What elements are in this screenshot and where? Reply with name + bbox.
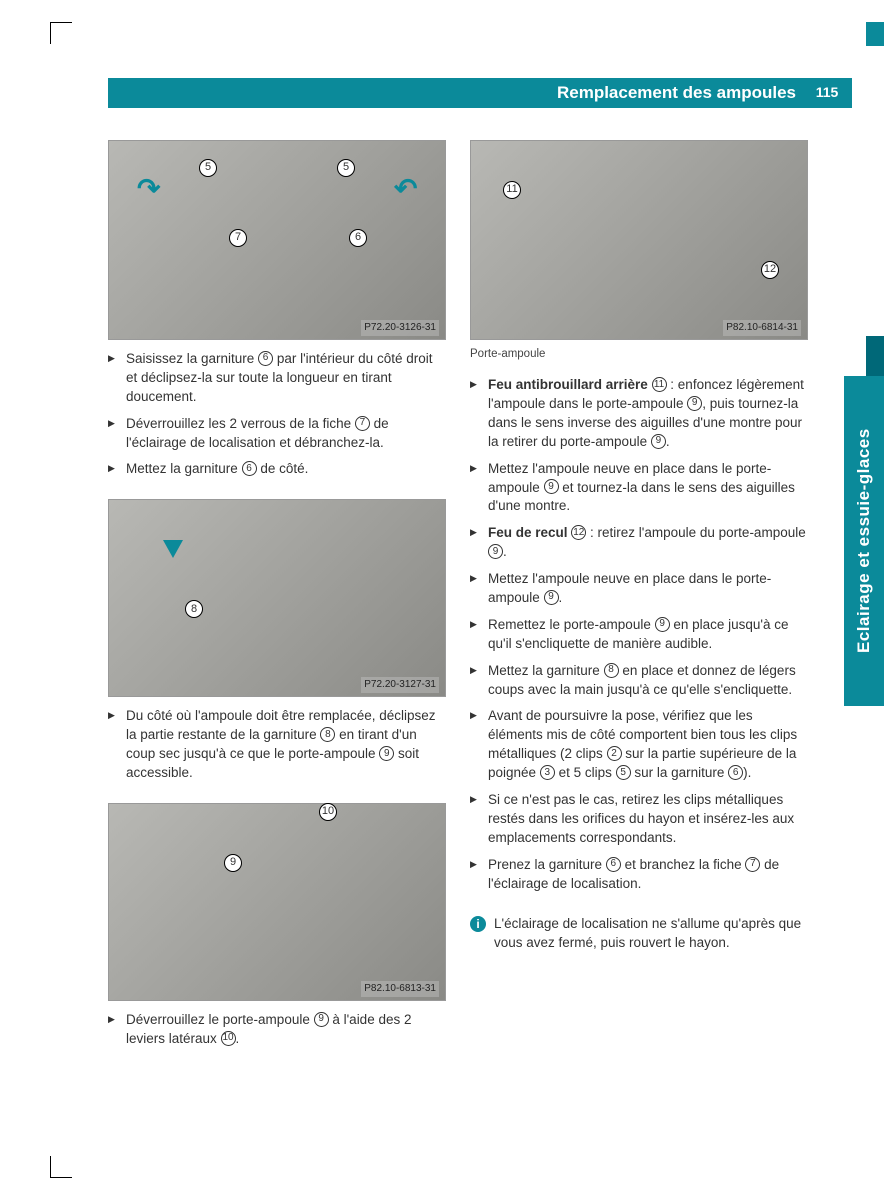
figure-2: 8 P72.20-3127-31	[108, 499, 446, 697]
step-item: Si ce n'est pas le cas, retirez les clip…	[470, 791, 808, 848]
step-item: Saisissez la garniture 6 par l'intérieur…	[108, 350, 446, 407]
figure-caption: Porte-ampoule	[470, 346, 808, 362]
figure-3: 9 10 P82.10-6813-31	[108, 803, 446, 1001]
callout-11: 11	[503, 181, 521, 199]
step-item: Déverrouillez les 2 verrous de la fiche …	[108, 415, 446, 453]
content-columns: ↷ ↷ 5 5 7 6 P72.20-3126-31 Saisissez la …	[108, 140, 808, 1063]
ref-10: 10	[221, 1031, 236, 1046]
callout-5: 5	[199, 159, 217, 177]
edge-tab-top	[866, 22, 884, 46]
callout-8: 8	[185, 600, 203, 618]
ref-7: 7	[745, 857, 760, 872]
ref-9: 9	[314, 1012, 329, 1027]
figure-4: 11 12 P82.10-6814-31	[470, 140, 808, 340]
info-note: i L'éclairage de localisation ne s'allum…	[470, 915, 808, 953]
arrow-icon: ↷	[394, 169, 417, 208]
ref-2: 2	[607, 746, 622, 761]
step-item: Mettez la garniture 6 de côté.	[108, 460, 446, 479]
figure-id: P72.20-3127-31	[361, 677, 439, 693]
ref-11: 11	[652, 377, 667, 392]
figure-id: P82.10-6813-31	[361, 981, 439, 997]
info-icon: i	[470, 916, 486, 932]
callout-5: 5	[337, 159, 355, 177]
ref-12: 12	[571, 525, 586, 540]
ref-8: 8	[604, 663, 619, 678]
header-bar: Remplacement des ampoules	[108, 78, 808, 108]
figure-1: ↷ ↷ 5 5 7 6 P72.20-3126-31	[108, 140, 446, 340]
side-tab: Eclairage et essuie-glaces	[844, 376, 884, 706]
step-list: Du côté où l'ampoule doit être remplacée…	[108, 707, 446, 791]
figure-id: P72.20-3126-31	[361, 320, 439, 336]
ref-6: 6	[258, 351, 273, 366]
ref-9: 9	[544, 590, 559, 605]
info-text: L'éclairage de localisation ne s'allume …	[494, 916, 801, 950]
right-column: 11 12 P82.10-6814-31 Porte-ampoule Feu a…	[470, 140, 808, 1063]
ref-9: 9	[379, 746, 394, 761]
step-item: Mettez la garniture 8 en place et donnez…	[470, 662, 808, 700]
step-item: Feu antibrouillard arrière 11 : enfoncez…	[470, 376, 808, 452]
ref-9: 9	[488, 544, 503, 559]
ref-9: 9	[687, 396, 702, 411]
step-list: Feu antibrouillard arrière 11 : enfoncez…	[470, 376, 808, 901]
ref-9: 9	[655, 617, 670, 632]
side-tab-accent	[866, 336, 884, 376]
page: Remplacement des ampoules 115 Eclairage …	[0, 0, 884, 1200]
step-list: Déverrouillez le porte-ampoule 9 à l'aid…	[108, 1011, 446, 1057]
step-item: Avant de poursuivre la pose, vérifiez qu…	[470, 707, 808, 783]
step-item: Prenez la garniture 6 et branchez la fic…	[470, 856, 808, 894]
ref-6: 6	[242, 461, 257, 476]
ref-6: 6	[606, 857, 621, 872]
step-item: Remettez le porte-ampoule 9 en place jus…	[470, 616, 808, 654]
crop-mark-tl	[50, 22, 72, 44]
step-item: Feu de recul 12 : retirez l'ampoule du p…	[470, 524, 808, 562]
callout-10: 10	[319, 803, 337, 821]
arrow-icon: ↷	[137, 169, 160, 208]
callout-12: 12	[761, 261, 779, 279]
callout-9: 9	[224, 854, 242, 872]
callout-7: 7	[229, 229, 247, 247]
callout-6: 6	[349, 229, 367, 247]
ref-8: 8	[320, 727, 335, 742]
ref-6: 6	[728, 765, 743, 780]
step-item: Déverrouillez le porte-ampoule 9 à l'aid…	[108, 1011, 446, 1049]
figure-id: P82.10-6814-31	[723, 320, 801, 336]
step-item: Du côté où l'ampoule doit être remplacée…	[108, 707, 446, 783]
step-item: Mettez l'ampoule neuve en place dans le …	[470, 460, 808, 517]
ref-9: 9	[544, 479, 559, 494]
left-column: ↷ ↷ 5 5 7 6 P72.20-3126-31 Saisissez la …	[108, 140, 446, 1063]
ref-7: 7	[355, 416, 370, 431]
header-title: Remplacement des ampoules	[557, 81, 796, 105]
page-number: 115	[808, 78, 852, 108]
ref-3: 3	[540, 765, 555, 780]
step-list: Saisissez la garniture 6 par l'intérieur…	[108, 350, 446, 487]
arrow-icon	[163, 540, 183, 558]
ref-5: 5	[616, 765, 631, 780]
ref-9: 9	[651, 434, 666, 449]
crop-mark-bl	[50, 1156, 72, 1178]
step-item: Mettez l'ampoule neuve en place dans le …	[470, 570, 808, 608]
